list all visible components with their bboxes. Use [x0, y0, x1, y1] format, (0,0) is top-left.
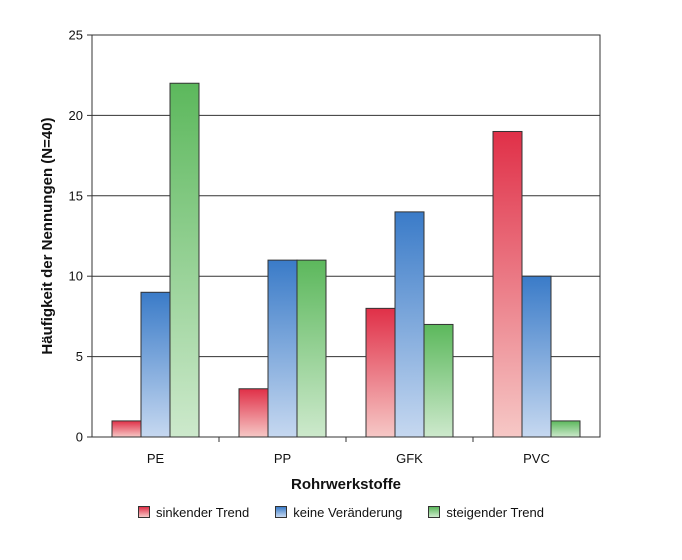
bar-pp-series-3 — [296, 259, 327, 438]
bar-pe-series-2 — [140, 291, 171, 438]
legend-swatch — [428, 506, 441, 518]
bar-gfk-series-3 — [423, 323, 454, 438]
x-axis-title: Rohrwerkstoffe — [291, 476, 401, 493]
bar-chart: 0 5 10 15 20 25 PE PP GFK PVC Rohrwerkstoffe Häu… — [39, 28, 601, 493]
bar-pvc-series-2 — [521, 275, 552, 438]
bar-pvc-series-3 — [550, 420, 581, 438]
x-tick-label: PE — [147, 451, 165, 466]
x-tick-label: PVC — [523, 451, 550, 466]
legend-label: keine Veränderung — [293, 504, 403, 520]
bar-pe-series-1 — [111, 420, 142, 438]
legend-item: steigender Trend — [428, 505, 544, 520]
x-tick-label: GFK — [396, 451, 423, 466]
x-axis-ticks: PE PP GFK PVC — [147, 437, 550, 466]
y-axis-title: Häufigkeit der Nennungen (N=40) — [39, 117, 56, 354]
bar-pp-series-2 — [267, 259, 298, 438]
y-tick-label: 5 — [76, 349, 83, 364]
y-tick-label: 20 — [69, 108, 83, 123]
legend-label: sinkender Trend — [156, 504, 250, 520]
legend-swatch — [138, 506, 151, 518]
legend-item: sinkender Trend — [138, 505, 249, 520]
y-tick-label: 0 — [76, 430, 83, 445]
y-tick-label: 25 — [69, 28, 83, 43]
bar-gfk-series-1 — [365, 307, 396, 438]
legend: sinkender Trend keine Veränderung steigend… — [0, 497, 682, 527]
legend-swatch — [275, 506, 288, 518]
y-axis-ticks: 0 5 10 15 20 25 — [69, 28, 92, 445]
bar-gfk-series-2 — [394, 211, 425, 438]
x-tick-label: PP — [274, 451, 291, 466]
bar-pp-series-1 — [238, 388, 269, 438]
legend-item: keine Veränderung — [275, 505, 402, 520]
y-tick-label: 10 — [69, 269, 83, 284]
bar-pvc-series-1 — [492, 130, 523, 438]
bar-pe-series-3 — [169, 82, 200, 438]
y-tick-label: 15 — [69, 188, 83, 203]
legend-label: steigender Trend — [446, 504, 544, 520]
bars — [111, 82, 581, 438]
